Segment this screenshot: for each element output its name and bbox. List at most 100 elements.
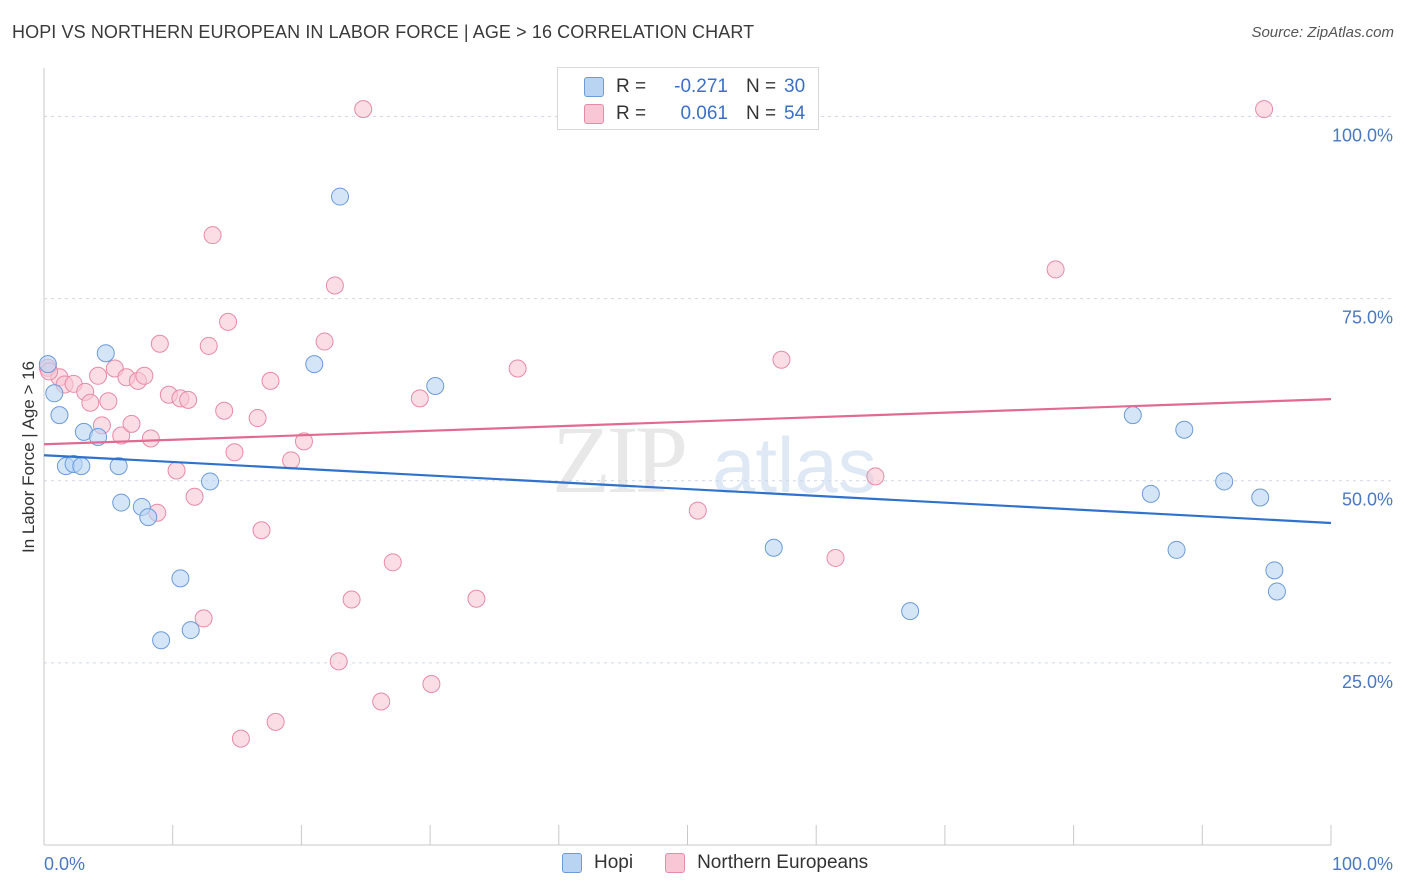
hopi-swatch [584, 77, 604, 97]
northern-european-point [89, 366, 108, 385]
hopi-trend-line [43, 454, 1332, 525]
northern-european-point [410, 389, 429, 408]
hopi-point [1167, 540, 1186, 559]
hopi-point [139, 508, 158, 527]
y-tick-label: 75.0% [1342, 308, 1393, 328]
northern-european-point [248, 409, 267, 428]
northern-european-point [199, 336, 218, 355]
northern-european-point [252, 521, 271, 540]
northern-european-point [508, 359, 527, 378]
northern-european-point [81, 393, 100, 412]
ne-r-label: R = [616, 103, 647, 124]
northern-european-point [329, 652, 348, 671]
ne-r-value: 0.061 [680, 103, 728, 124]
hopi-r-value: -0.271 [674, 76, 728, 97]
hopi-n-value: 30 [784, 76, 806, 97]
northern-european-point [141, 429, 160, 448]
northern-european-point [422, 674, 441, 693]
northern-european-point [122, 414, 141, 433]
northern-european-point [99, 392, 118, 411]
legend-row-northern-europeans: R = 0.061 N = 54 [584, 101, 805, 127]
hopi-point [1265, 561, 1284, 580]
hopi-n-label: N = [746, 76, 777, 97]
y-tick-label: 25.0% [1342, 672, 1393, 692]
northern-european-point [225, 443, 244, 462]
legend-hopi-swatch [562, 853, 582, 873]
northern-european-point [1255, 100, 1274, 119]
northern-european-point [167, 461, 186, 480]
hopi-point [1175, 420, 1194, 439]
northern-european-point [179, 390, 198, 409]
northern-european-point [215, 401, 234, 420]
chart-title: HOPI VS NORTHERN EUROPEAN IN LABOR FORCE… [12, 22, 755, 42]
northern-european-point [266, 712, 285, 731]
hopi-point [112, 493, 131, 512]
northern-european-point [772, 350, 791, 369]
source-label: Source: ZipAtlas.com [1251, 24, 1394, 41]
series-legend: Hopi Northern Europeans [562, 852, 900, 874]
y-tick-label: 50.0% [1342, 490, 1393, 510]
northern-european-point [112, 426, 131, 445]
hopi-point [901, 602, 920, 621]
ne-n-value: 54 [784, 103, 806, 124]
legend-ne-swatch [665, 853, 686, 873]
trend-lines [43, 398, 1332, 525]
legend-ne-label: Northern Europeans [697, 852, 869, 873]
x-tick-label-max: 100.0% [1332, 854, 1393, 874]
northern-european-point [194, 609, 213, 628]
hopi-point [181, 621, 200, 640]
northern-european-point [826, 548, 845, 567]
northern-european-point [354, 100, 373, 119]
northern-european-point [866, 467, 885, 486]
northern-european-point [372, 692, 391, 711]
hopi-point [38, 355, 57, 374]
northern-european-point [294, 432, 313, 451]
hopi-point [171, 569, 190, 588]
hopi-point [1141, 484, 1160, 503]
northern-european-point [325, 276, 344, 295]
series-northern-europeans [38, 100, 1274, 748]
northern-european-point [315, 332, 334, 351]
northern-european-point [688, 501, 707, 520]
ne-swatch [584, 104, 604, 124]
northern-european-point [185, 487, 204, 506]
legend-item-northern-europeans: Northern Europeans [665, 852, 868, 874]
hopi-point [1251, 488, 1270, 507]
northern-european-point [1046, 260, 1065, 279]
hopi-point [96, 344, 115, 363]
hopi-point [764, 538, 783, 557]
hopi-point [109, 457, 128, 476]
hopi-point [1123, 406, 1142, 425]
northern-european-point [282, 451, 301, 470]
hopi-point [1215, 472, 1234, 491]
x-tick-label-min: 0.0% [44, 854, 85, 874]
hopi-point [152, 631, 171, 650]
legend-item-hopi: Hopi [562, 852, 633, 874]
correlation-legend: R = -0.271 N = 30 R = 0.061 N = 54 [557, 67, 819, 130]
grid-lines [44, 115, 1392, 664]
northern-european-point [219, 312, 238, 331]
hopi-point [331, 187, 350, 206]
hopi-point [45, 384, 64, 403]
legend-row-hopi: R = -0.271 N = 30 [584, 74, 805, 100]
hopi-point [50, 406, 69, 425]
series-hopi [38, 187, 1286, 650]
hopi-point [201, 472, 220, 491]
northern-european-point [261, 371, 280, 390]
northern-european-point [383, 553, 402, 572]
hopi-point [1267, 582, 1286, 601]
northern-europeans-trend-line [43, 398, 1332, 446]
y-axis-label: In Labor Force | Age > 16 [19, 361, 38, 553]
northern-european-point [467, 589, 486, 608]
hopi-point [426, 377, 445, 395]
northern-european-point [135, 366, 154, 385]
ne-n-label: N = [746, 103, 777, 124]
hopi-r-label: R = [616, 76, 647, 97]
northern-european-point [342, 590, 361, 609]
y-tick-label: 100.0% [1332, 125, 1393, 145]
northern-european-point [150, 334, 169, 353]
northern-european-point [203, 226, 222, 245]
legend-hopi-label: Hopi [594, 852, 634, 873]
tick-labels: 25.0% 50.0% 75.0% 100.0% 0.0% 100.0% [44, 125, 1393, 874]
